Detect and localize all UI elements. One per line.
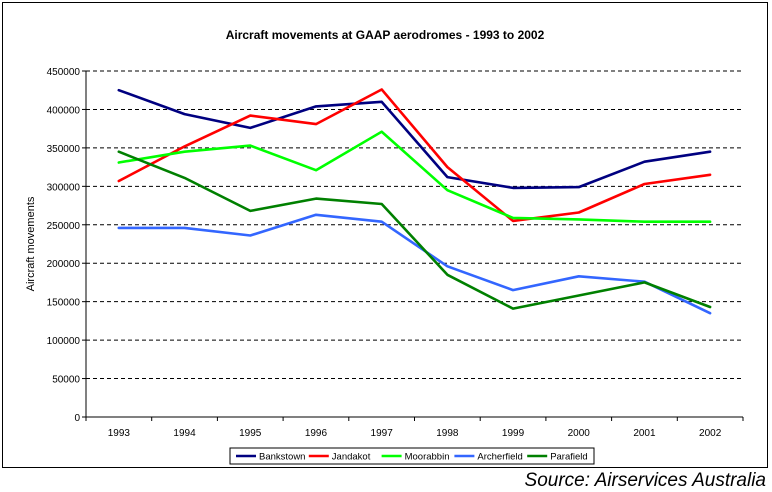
legend-label-bankstown: Bankstown (259, 452, 305, 463)
source-note: Source: Airservices Australia (524, 470, 766, 491)
y-tick-label: 0 (74, 413, 80, 424)
x-tick-label: 2001 (633, 428, 656, 439)
series-line-archerfield (117, 213, 712, 315)
line-chart: Aircraft movements at GAAP aerodromes - … (25, 28, 744, 465)
x-tick-label: 1998 (436, 428, 459, 439)
y-tick-label: 350000 (47, 144, 81, 155)
y-tick-label: 450000 (47, 67, 81, 78)
y-tick-label: 300000 (47, 182, 81, 193)
x-tick-label: 1995 (239, 428, 262, 439)
legend-box (229, 447, 595, 465)
y-tick-label: 250000 (47, 221, 81, 232)
legend-label-jandakot: Jandakot (332, 452, 371, 463)
series-line-parafield (117, 150, 712, 310)
y-tick-label: 50000 (52, 375, 80, 386)
x-tick-label: 1997 (371, 428, 394, 439)
x-tick-label: 1993 (108, 428, 131, 439)
x-tick-label: 1994 (173, 428, 196, 439)
legend-label-parafield: Parafield (550, 452, 588, 463)
y-tick-label: 100000 (47, 336, 81, 347)
series-line-jandakot (117, 88, 712, 223)
series-line-moorabbin (117, 130, 712, 223)
chart-title: Aircraft movements at GAAP aerodromes - … (226, 28, 545, 42)
x-tick-label: 2000 (568, 428, 591, 439)
y-tick-label: 200000 (47, 259, 81, 270)
chart-frame (2, 2, 768, 468)
x-tick-label: 2002 (699, 428, 722, 439)
x-tick-label: 1996 (305, 428, 328, 439)
x-tick-label: 1999 (502, 428, 525, 439)
y-tick-label: 400000 (47, 105, 81, 116)
y-tick-label: 150000 (47, 298, 81, 309)
y-axis-label: Aircraft movements (25, 196, 37, 291)
series-line-bankstown (117, 88, 712, 190)
legend-label-archerfield: Archerfield (477, 452, 522, 463)
legend-label-moorabbin: Moorabbin (405, 452, 450, 463)
